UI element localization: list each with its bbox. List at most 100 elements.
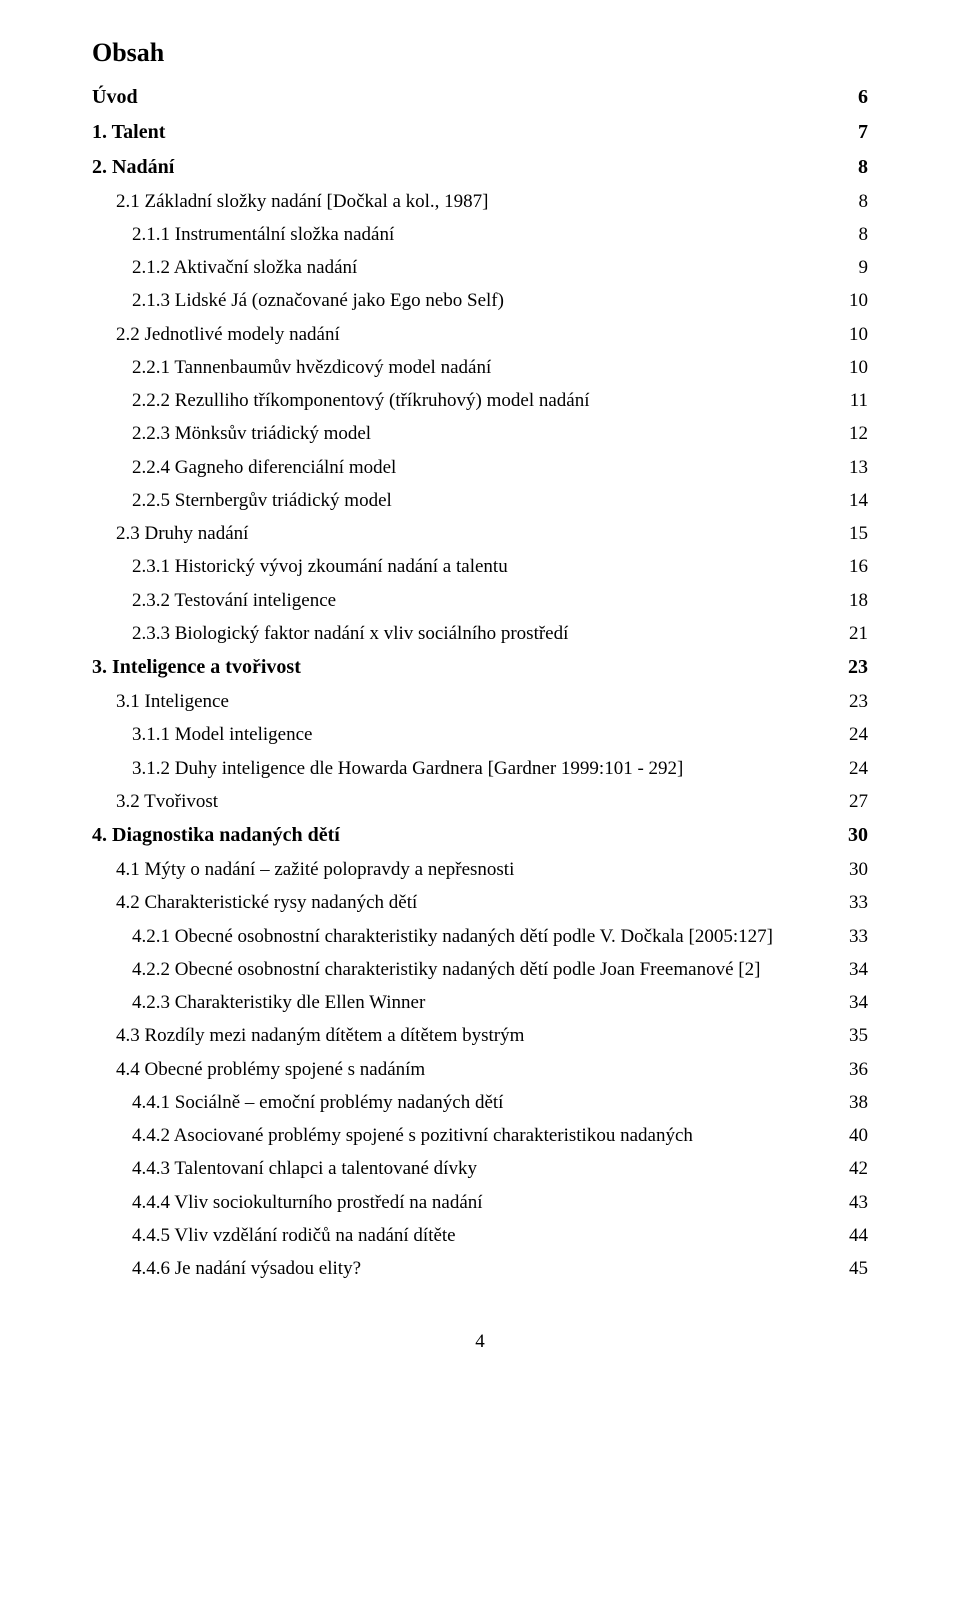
toc-entry-page: 10 xyxy=(842,284,868,317)
toc-entry-label: 2.1.1 Instrumentální složka nadání xyxy=(132,218,394,251)
toc-entry-page: 15 xyxy=(842,517,868,550)
toc-entry-page: 6 xyxy=(842,80,868,115)
toc-entry-page: 30 xyxy=(842,818,868,853)
toc-entry-label: 2.3.3 Biologický faktor nadání x vliv so… xyxy=(132,617,568,650)
toc-entry-page: 43 xyxy=(842,1186,868,1219)
toc-entry-page: 8 xyxy=(842,185,868,218)
toc-entry-label: 2. Nadání xyxy=(92,150,174,185)
toc-entry: 4.2 Charakteristické rysy nadaných dětí 3… xyxy=(92,886,868,919)
toc-entry-page: 35 xyxy=(842,1019,868,1052)
toc-entry-page: 9 xyxy=(842,251,868,284)
toc-entry: 2.1.3 Lidské Já (označované jako Ego neb… xyxy=(92,284,868,317)
toc-entry-page: 33 xyxy=(842,886,868,919)
toc-entry: 3.2 Tvořivost 27 xyxy=(92,785,868,818)
toc-entry-page: 34 xyxy=(842,953,868,986)
toc-entry-label: 4.2.3 Charakteristiky dle Ellen Winner xyxy=(132,986,425,1019)
toc-entry-label: 2.2.5 Sternbergův triádický model xyxy=(132,484,392,517)
toc-entry-page: 13 xyxy=(842,451,868,484)
toc-entry: 2.2.5 Sternbergův triádický model 14 xyxy=(92,484,868,517)
toc-entry-label: 4.2.2 Obecné osobnostní charakteristiky … xyxy=(132,953,760,986)
toc-entry: 2.3.2 Testování inteligence 18 xyxy=(92,584,868,617)
toc-entry-label: 3.1 Inteligence xyxy=(116,685,229,718)
toc-entry: 4.4.6 Je nadání výsadou elity? 45 xyxy=(92,1252,868,1285)
toc-entry-page: 7 xyxy=(842,115,868,150)
toc-entry-page: 45 xyxy=(842,1252,868,1285)
toc-entry-label: 3.2 Tvořivost xyxy=(116,785,218,818)
toc-entry: 4. Diagnostika nadaných dětí 30 xyxy=(92,818,868,853)
toc-entry: 3.1.2 Duhy inteligence dle Howarda Gardn… xyxy=(92,752,868,785)
toc-entry: 2.3.3 Biologický faktor nadání x vliv so… xyxy=(92,617,868,650)
toc-entry-label: 2.2.4 Gagneho diferenciální model xyxy=(132,451,396,484)
toc-entry-label: 2.1.2 Aktivační složka nadání xyxy=(132,251,357,284)
toc-entry-label: 2.2.1 Tannenbaumův hvězdicový model nadá… xyxy=(132,351,491,384)
toc-entry-page: 10 xyxy=(842,318,868,351)
toc-entry: 2.2 Jednotlivé modely nadání 10 xyxy=(92,318,868,351)
toc-entry: 3. Inteligence a tvořivost23 xyxy=(92,650,868,685)
toc-entry-label: 1. Talent xyxy=(92,115,165,150)
toc-entry-page: 21 xyxy=(842,617,868,650)
toc-entry-page: 34 xyxy=(842,986,868,1019)
toc-entry: 3.1 Inteligence 23 xyxy=(92,685,868,718)
toc-entry-label: 2.1.3 Lidské Já (označované jako Ego neb… xyxy=(132,284,504,317)
toc-entry: 2.1.2 Aktivační složka nadání 9 xyxy=(92,251,868,284)
toc-entry-page: 11 xyxy=(842,384,868,417)
toc-entry: 4.1 Mýty o nadání – zažité polopravdy a … xyxy=(92,853,868,886)
toc-entry-label: 3. Inteligence a tvořivost xyxy=(92,650,301,685)
toc-entry-page: 8 xyxy=(842,218,868,251)
toc-entry: 2.2.2 Rezulliho tříkomponentový (tříkruh… xyxy=(92,384,868,417)
toc-entry: 3.1.1 Model inteligence24 xyxy=(92,718,868,751)
toc-entry-page: 36 xyxy=(842,1053,868,1086)
toc-entry: 4.2.1 Obecné osobnostní charakteristiky … xyxy=(92,920,868,953)
toc-entry-page: 18 xyxy=(842,584,868,617)
toc-entry: 4.4 Obecné problémy spojené s nadáním36 xyxy=(92,1053,868,1086)
toc-entry-page: 33 xyxy=(842,920,868,953)
toc-entry-label: 4.4.5 Vliv vzdělání rodičů na nadání dít… xyxy=(132,1219,456,1252)
toc-entry: 4.2.3 Charakteristiky dle Ellen Winner 34 xyxy=(92,986,868,1019)
toc-entry: 4.4.1 Sociálně – emoční problémy nadanýc… xyxy=(92,1086,868,1119)
toc-entry: 4.4.3 Talentovaní chlapci a talentované … xyxy=(92,1152,868,1185)
toc-entry-label: 4. Diagnostika nadaných dětí xyxy=(92,818,340,853)
toc-entry-label: 4.4.6 Je nadání výsadou elity? xyxy=(132,1252,361,1285)
toc-entry-page: 44 xyxy=(842,1219,868,1252)
toc-entry-label: 4.4.1 Sociálně – emoční problémy nadanýc… xyxy=(132,1086,503,1119)
toc-entry: 4.4.4 Vliv sociokulturního prostředí na … xyxy=(92,1186,868,1219)
toc-entry-page: 8 xyxy=(842,150,868,185)
toc-entry: 1. Talent 7 xyxy=(92,115,868,150)
toc-entry: 4.3 Rozdíly mezi nadaným dítětem a dítět… xyxy=(92,1019,868,1052)
toc-entry: 4.4.2 Asociované problémy spojené s pozi… xyxy=(92,1119,868,1152)
toc-entry-page: 27 xyxy=(842,785,868,818)
toc-entry: 2. Nadání 8 xyxy=(92,150,868,185)
toc-entry: 4.2.2 Obecné osobnostní charakteristiky … xyxy=(92,953,868,986)
toc-entry-page: 12 xyxy=(842,417,868,450)
toc-entry-label: 4.2 Charakteristické rysy nadaných dětí xyxy=(116,886,417,919)
toc-entry-label: 4.1 Mýty o nadání – zažité polopravdy a … xyxy=(116,853,514,886)
toc-entry: 4.4.5 Vliv vzdělání rodičů na nadání dít… xyxy=(92,1219,868,1252)
toc-entry-label: 2.2 Jednotlivé modely nadání xyxy=(116,318,340,351)
toc-title: Obsah xyxy=(92,30,868,76)
toc-entry-label: 4.4.3 Talentovaní chlapci a talentované … xyxy=(132,1152,477,1185)
toc-container: Úvod 6 1. Talent 7 2. Nadání 8 2.1 Základní sl… xyxy=(92,80,868,1286)
toc-entry-page: 23 xyxy=(842,685,868,718)
toc-entry-label: 3.1.1 Model inteligence xyxy=(132,718,312,751)
toc-entry-label: 4.4.4 Vliv sociokulturního prostředí na … xyxy=(132,1186,483,1219)
toc-entry-label: 2.3 Druhy nadání xyxy=(116,517,248,550)
toc-entry-page: 42 xyxy=(842,1152,868,1185)
toc-entry-page: 30 xyxy=(842,853,868,886)
toc-entry-label: 2.3.2 Testování inteligence xyxy=(132,584,336,617)
toc-entry-page: 10 xyxy=(842,351,868,384)
toc-entry-label: 2.1 Základní složky nadání [Dočkal a kol… xyxy=(116,185,489,218)
toc-entry-page: 24 xyxy=(842,752,868,785)
toc-entry-label: 3.1.2 Duhy inteligence dle Howarda Gardn… xyxy=(132,752,683,785)
toc-entry-page: 40 xyxy=(842,1119,868,1152)
toc-entry-page: 38 xyxy=(842,1086,868,1119)
toc-entry-page: 14 xyxy=(842,484,868,517)
toc-entry-label: 2.3.1 Historický vývoj zkoumání nadání a… xyxy=(132,550,508,583)
toc-entry-label: 2.2.3 Mönksův triádický model xyxy=(132,417,371,450)
toc-entry-label: Úvod xyxy=(92,80,138,115)
toc-entry: 2.3.1 Historický vývoj zkoumání nadání a… xyxy=(92,550,868,583)
toc-entry: Úvod 6 xyxy=(92,80,868,115)
toc-entry-label: 4.2.1 Obecné osobnostní charakteristiky … xyxy=(132,920,773,953)
toc-entry: 2.1 Základní složky nadání [Dočkal a kol… xyxy=(92,185,868,218)
toc-entry-label: 4.4.2 Asociované problémy spojené s pozi… xyxy=(132,1119,693,1152)
toc-entry: 2.3 Druhy nadání 15 xyxy=(92,517,868,550)
